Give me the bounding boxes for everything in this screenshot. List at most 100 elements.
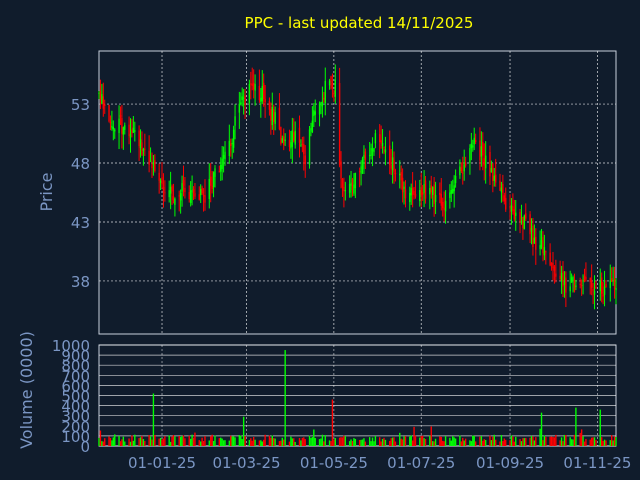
candle-body (271, 106, 273, 126)
volume-bar (472, 435, 474, 446)
candle-body (331, 82, 334, 89)
volume-bar (131, 435, 133, 446)
volume-bar (603, 439, 606, 446)
volume-bar (394, 441, 397, 446)
candle-body (182, 180, 185, 186)
candle-body (550, 262, 553, 266)
price-plot-frame (98, 50, 617, 335)
volume-bar (188, 435, 190, 446)
candle-body (354, 172, 357, 189)
volume-bar (198, 440, 200, 446)
candle-body (184, 187, 186, 193)
x-tick-label: 01-05-25 (300, 454, 368, 472)
candle-body (400, 172, 402, 181)
candle-body (553, 266, 556, 271)
candle-body (480, 146, 483, 157)
volume-bar (419, 437, 421, 446)
candle-body (374, 133, 377, 144)
price-tick-label: 53 (71, 96, 90, 114)
volume-bar (605, 440, 607, 446)
candle-body (579, 283, 581, 285)
candle-body (368, 154, 371, 157)
candle-body (409, 192, 411, 203)
volume-bar (169, 441, 172, 446)
volume-bar (220, 437, 222, 446)
volume-bar (454, 438, 457, 446)
volume-bar (609, 440, 611, 446)
candle-body (109, 121, 112, 124)
volume-bar (364, 441, 367, 446)
candle-body (129, 133, 132, 138)
volume-bar (492, 436, 494, 446)
candle-body (262, 82, 265, 99)
volume-bar (470, 441, 473, 446)
volume-bar (582, 436, 584, 446)
candle-body (188, 192, 190, 200)
candle-body (244, 95, 246, 105)
candle-body (179, 193, 182, 201)
volume-bar (379, 437, 381, 446)
candle-body (450, 190, 453, 194)
volume-tick-label: 500 (61, 388, 90, 406)
candle-body (582, 280, 584, 282)
volume-bar (250, 438, 252, 446)
volume-bar (278, 441, 281, 446)
candle-body (194, 193, 196, 197)
volume-bar (380, 441, 382, 446)
candle-body (250, 83, 252, 85)
candle-body (570, 277, 573, 283)
candle-body (284, 139, 286, 142)
volume-bar (199, 441, 202, 446)
candle-body (132, 127, 135, 133)
candle-body (152, 162, 155, 165)
candle-body (442, 201, 444, 209)
volume-bar (520, 441, 523, 446)
candle-body (191, 190, 193, 192)
candle-body (204, 195, 206, 203)
candle-body (474, 140, 477, 143)
volume-bar (493, 434, 495, 446)
volume-bar (159, 437, 162, 446)
candle-body (313, 110, 315, 117)
candle-body (542, 237, 544, 254)
volume-bar (228, 440, 231, 446)
volume-bar (560, 437, 563, 446)
candle-body (403, 186, 405, 190)
volume-bar (383, 437, 385, 446)
volume-bar (148, 435, 150, 446)
candle-body (268, 101, 271, 110)
volume-bar (580, 429, 583, 446)
volume-bar (212, 440, 215, 446)
candle-body (469, 148, 471, 163)
candle-body (421, 192, 424, 195)
candle-body (464, 162, 467, 166)
volume-bar (171, 436, 173, 446)
volume-bar (442, 440, 444, 446)
volume-bar (400, 438, 402, 446)
candle-body (389, 145, 391, 166)
volume-bar (570, 439, 573, 446)
volume-bar (583, 441, 586, 446)
candle-body (294, 130, 296, 145)
volume-bar (152, 393, 155, 446)
volume-bar (474, 441, 477, 446)
volume-bar (409, 436, 411, 446)
volume-bar (244, 436, 246, 446)
candle-body (573, 279, 576, 292)
volume-bar (590, 437, 593, 446)
volume-bar (293, 438, 295, 446)
candle-body (251, 83, 253, 86)
volume-bar (290, 436, 292, 446)
candle-body (168, 190, 170, 198)
candle-body (171, 185, 173, 192)
volume-bar (331, 399, 334, 446)
volume-bar (479, 436, 481, 446)
volume-bar (361, 439, 364, 446)
volume-bar (449, 437, 451, 446)
candle-body (370, 148, 372, 156)
volume-bar (268, 435, 271, 446)
volume-bar (304, 439, 306, 446)
candle-body (280, 127, 282, 144)
candle-body (142, 149, 145, 151)
volume-bar (499, 441, 501, 446)
